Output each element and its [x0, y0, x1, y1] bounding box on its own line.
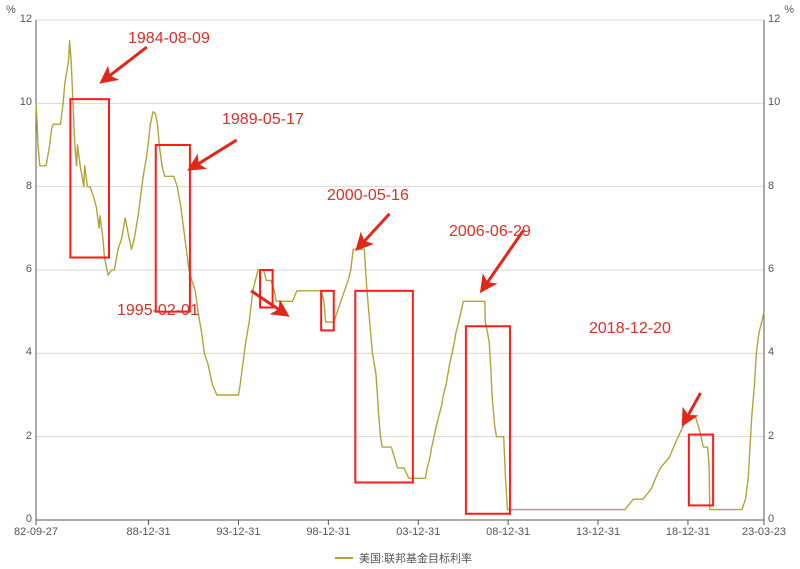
x-tick-label: 08-12-31 — [486, 526, 530, 538]
series-line — [36, 41, 764, 510]
annotation-arrow — [684, 393, 700, 422]
y-tick-label-left: 8 — [26, 180, 32, 192]
annotation-box — [466, 326, 510, 514]
annotation-box — [156, 145, 190, 312]
annotation-arrow — [359, 214, 390, 247]
x-tick-label: 93-12-31 — [216, 526, 260, 538]
x-tick-label: 88-12-31 — [127, 526, 171, 538]
y-tick-label-left: 4 — [26, 346, 32, 358]
x-tick-label: 82-09-27 — [14, 526, 58, 538]
annotation-label: 1984-08-09 — [128, 30, 210, 48]
annotation-box — [70, 99, 109, 257]
y-tick-label-left: 12 — [20, 13, 32, 25]
annotation-label: 1995-02-01 — [117, 302, 199, 320]
y-tick-label-right: 12 — [768, 13, 780, 25]
annotation-arrow — [251, 291, 285, 314]
y-unit-left: % — [6, 4, 16, 16]
x-tick-label: 03-12-31 — [396, 526, 440, 538]
x-tick-label: 18-12-31 — [666, 526, 710, 538]
y-tick-label-left: 10 — [20, 96, 32, 108]
annotation-label: 1989-05-17 — [222, 111, 304, 129]
annotation-arrow — [104, 47, 147, 80]
y-tick-label-left: 6 — [26, 263, 32, 275]
legend-swatch — [335, 557, 353, 559]
legend: 美国:联邦基金目标利率 — [335, 550, 472, 566]
y-tick-label-right: 4 — [768, 346, 774, 358]
annotation-label: 2000-05-16 — [327, 187, 409, 205]
y-unit-right: % — [784, 4, 794, 16]
y-tick-label-right: 10 — [768, 96, 780, 108]
y-tick-label-left: 2 — [26, 430, 32, 442]
x-tick-label: 13-12-31 — [576, 526, 620, 538]
y-tick-label-right: 8 — [768, 180, 774, 192]
y-tick-label-right: 6 — [768, 263, 774, 275]
y-tick-label-left: 0 — [26, 513, 32, 525]
x-tick-label: 23-03-23 — [742, 526, 786, 538]
y-tick-label-right: 0 — [768, 513, 774, 525]
rate-chart — [0, 0, 800, 569]
annotation-arrow — [192, 140, 237, 168]
y-tick-label-right: 2 — [768, 430, 774, 442]
annotation-label: 2018-12-20 — [589, 320, 671, 338]
legend-label: 美国:联邦基金目标利率 — [359, 550, 472, 566]
annotation-label: 2006-06-29 — [449, 223, 531, 241]
annotation-box — [355, 291, 413, 483]
x-tick-label: 98-12-31 — [306, 526, 350, 538]
